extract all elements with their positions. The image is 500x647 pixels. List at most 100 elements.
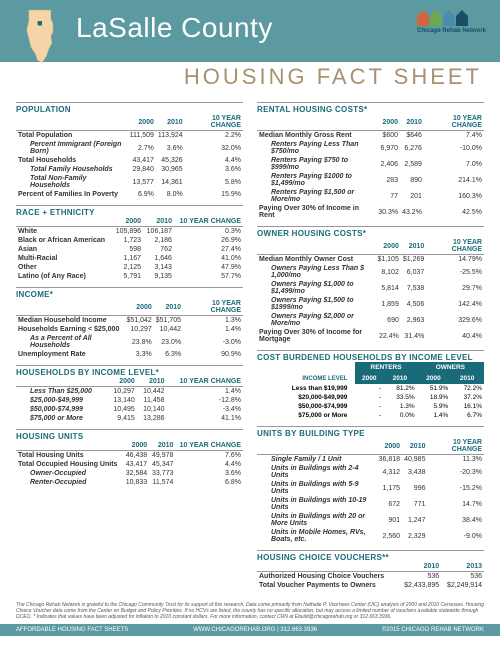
col-header: 10 YEAR CHANGE <box>183 299 243 316</box>
col-header: 2010 <box>143 217 174 227</box>
row-value: 26.9% <box>174 236 243 245</box>
table-row: Total Voucher Payments to Owners$2,433,8… <box>257 581 484 590</box>
row-value: 29.7% <box>426 280 484 296</box>
row-label: Owners Paying Less Than $ 1,000/mo <box>257 264 375 280</box>
table-row: Less Than $25,00010,29710,4421.4% <box>16 387 243 397</box>
page-subtitle: HOUSING FACT SHEET <box>18 64 482 90</box>
row-value: 10,442 <box>154 325 183 334</box>
row-value: 2,329 <box>402 528 427 544</box>
section-title-race: RACE + ETHNICITY <box>16 205 243 217</box>
table-row: Total Population111,509113,9242.2% <box>16 131 243 141</box>
section-title-population: POPULATION <box>16 102 243 114</box>
row-value: 5.9% <box>417 402 451 411</box>
row-value: 43,417 <box>123 460 149 469</box>
row-label: Total Non-Family Households <box>16 174 128 190</box>
table-row: Units in Buildings with 2-4 Units4,3123,… <box>257 464 484 480</box>
row-label: Total Population <box>16 131 128 141</box>
illinois-state-icon <box>18 8 66 68</box>
row-value: -10.0% <box>424 140 484 156</box>
row-value: 214.1% <box>424 172 484 188</box>
table-row: Total Family Households29,84030,9653.6% <box>16 165 243 174</box>
row-value: 890 <box>400 172 424 188</box>
section-title-units: HOUSING UNITS <box>16 429 243 441</box>
table-row: Percent of Families In Poverty6.9%8.0%15… <box>16 190 243 199</box>
row-label: $20,000-$49,999 <box>257 393 355 402</box>
row-value: 10,495 <box>107 405 137 414</box>
col-header <box>16 441 123 451</box>
row-value: 1,175 <box>377 480 402 496</box>
crn-logo: Chicago Rehab Network <box>417 10 486 34</box>
row-value: 3.6% <box>175 469 243 478</box>
subtitle-bar: HOUSING FACT SHEET <box>0 62 500 94</box>
row-value: 13,577 <box>128 174 156 190</box>
col-header: 10 YEAR CHANGE <box>424 114 484 131</box>
row-value: - <box>355 402 383 411</box>
row-value: 996 <box>402 480 427 496</box>
col-header: 2000 <box>124 299 153 316</box>
col-header: 2010 <box>400 114 424 131</box>
row-value: 329.6% <box>426 312 484 328</box>
row-value: 2,186 <box>143 236 174 245</box>
row-value: 7.0% <box>424 156 484 172</box>
row-value: 40.4% <box>426 328 484 344</box>
row-value: 15.9% <box>185 190 243 199</box>
table-row: Asian59876227.4% <box>16 245 243 254</box>
row-value: 6.9% <box>128 190 156 199</box>
row-value: 2.2% <box>185 131 243 141</box>
row-label: Renters Paying $750 to $999/mo <box>257 156 376 172</box>
table-vouchers: 20102013Authorized Housing Choice Vouche… <box>257 562 484 590</box>
table-row: Less than $19,999-81.2%51.9%72.2% <box>257 384 484 393</box>
row-value: 2,560 <box>377 528 402 544</box>
table-row: Latino (of Any Race)5,7919,13557.7% <box>16 272 243 281</box>
row-label: Total Households <box>16 156 128 165</box>
sub-header: 2000 <box>417 373 451 384</box>
row-value: 51.9% <box>417 384 451 393</box>
group-header: OWNERS <box>417 362 484 373</box>
row-value: 0.0% <box>383 411 417 420</box>
row-value: -15.2% <box>427 480 484 496</box>
col-header: 2010 <box>402 438 427 455</box>
row-label: $75,000 or More <box>16 414 107 423</box>
row-value: 7.4% <box>424 131 484 141</box>
row-value: 1.3% <box>183 316 243 326</box>
row-label: $75,000 or More <box>257 411 355 420</box>
row-value: 33.5% <box>383 393 417 402</box>
col-header: 2000 <box>377 438 402 455</box>
section-title-income: INCOME* <box>16 287 243 299</box>
row-value: 77 <box>376 188 400 204</box>
row-value: 2,406 <box>376 156 400 172</box>
row-value: 8.0% <box>156 190 185 199</box>
row-label: Asian <box>16 245 112 254</box>
row-value: $646 <box>400 131 424 141</box>
row-value: $1,269 <box>401 255 426 265</box>
row-value: 106,187 <box>143 227 174 237</box>
row-value: 690 <box>375 312 400 328</box>
row-value: 10,297 <box>124 325 153 334</box>
table-row: Owners Paying Less Than $ 1,000/mo8,1026… <box>257 264 484 280</box>
footer-bar: AFFORDABLE HOUSING FACT SHEETS WWW.CHICA… <box>0 624 500 636</box>
footer-center: WWW.CHICAGOREHAB.ORG | 312.663.3936 <box>193 627 317 633</box>
row-value: 8,102 <box>375 264 400 280</box>
row-value: 6.7% <box>450 411 484 420</box>
row-value: $51,705 <box>154 316 183 326</box>
row-value: 2.7% <box>128 140 156 156</box>
table-row: Unemployment Rate3.3%6.3%90.9% <box>16 350 243 359</box>
section-title-burden: COST BURDENED HOUSEHOLDS BY INCOME LEVEL <box>257 350 484 362</box>
row-label: $50,000-$74,999 <box>16 405 107 414</box>
row-label: Total Voucher Payments to Owners <box>257 581 398 590</box>
row-value: 111,509 <box>128 131 156 141</box>
col-header: 10 YEAR CHANGE <box>185 114 243 131</box>
row-value: 30.3% <box>376 204 400 220</box>
col-header <box>16 377 107 387</box>
row-value: 42.5% <box>424 204 484 220</box>
col-header: 2010 <box>137 377 167 387</box>
row-value: 18.9% <box>417 393 451 402</box>
logo-text: Chicago Rehab Network <box>417 28 486 34</box>
row-label: Total Housing Units <box>16 451 123 461</box>
table-row: As a Percent of All Households23.8%23.0%… <box>16 334 243 350</box>
row-value: 32.0% <box>185 140 243 156</box>
row-value: $1,105 <box>375 255 400 265</box>
row-value: 0.3% <box>174 227 243 237</box>
row-value: 90.9% <box>183 350 243 359</box>
row-label: Renters Paying Less Than $750/mo <box>257 140 376 156</box>
